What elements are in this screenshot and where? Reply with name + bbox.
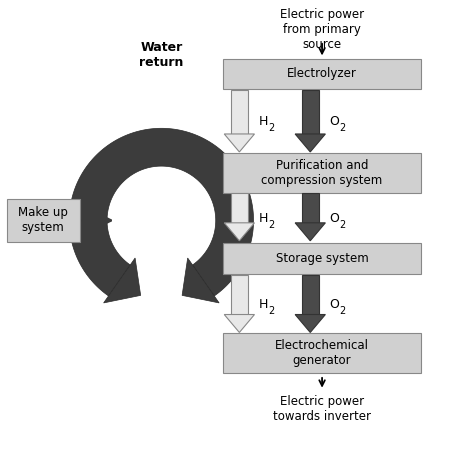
Text: Electric power
towards inverter: Electric power towards inverter — [273, 395, 371, 423]
Polygon shape — [295, 223, 325, 241]
Polygon shape — [302, 90, 319, 134]
PathPatch shape — [69, 128, 254, 296]
Text: 2: 2 — [269, 123, 275, 133]
Text: 2: 2 — [269, 306, 275, 316]
FancyBboxPatch shape — [223, 59, 421, 89]
Polygon shape — [302, 193, 319, 223]
FancyBboxPatch shape — [223, 333, 421, 373]
Polygon shape — [182, 258, 219, 303]
Text: H: H — [258, 211, 268, 225]
FancyBboxPatch shape — [223, 243, 421, 273]
Text: Make up
system: Make up system — [18, 207, 68, 235]
Text: Water
return: Water return — [139, 41, 183, 69]
Text: H: H — [258, 298, 268, 310]
Text: O: O — [329, 298, 339, 310]
Text: Electrolyzer: Electrolyzer — [287, 67, 357, 81]
Polygon shape — [224, 223, 255, 241]
Polygon shape — [231, 275, 248, 315]
Text: H: H — [258, 115, 268, 128]
Text: Electric power
from primary
source: Electric power from primary source — [280, 8, 364, 51]
FancyBboxPatch shape — [223, 153, 421, 193]
FancyBboxPatch shape — [7, 199, 80, 242]
Text: 2: 2 — [339, 306, 346, 316]
Polygon shape — [302, 275, 319, 315]
Text: 2: 2 — [269, 220, 275, 230]
Text: 2: 2 — [339, 123, 346, 133]
Text: Purification and
compression system: Purification and compression system — [262, 159, 383, 187]
Polygon shape — [231, 193, 248, 223]
Polygon shape — [224, 134, 255, 152]
Polygon shape — [295, 315, 325, 332]
Text: Electrochemical
generator: Electrochemical generator — [275, 339, 369, 367]
Text: Storage system: Storage system — [276, 252, 368, 265]
Text: O: O — [329, 211, 339, 225]
Text: O: O — [329, 115, 339, 128]
Polygon shape — [295, 134, 325, 152]
Polygon shape — [231, 90, 248, 134]
Polygon shape — [224, 315, 255, 332]
Polygon shape — [104, 258, 141, 303]
Text: 2: 2 — [339, 220, 346, 230]
